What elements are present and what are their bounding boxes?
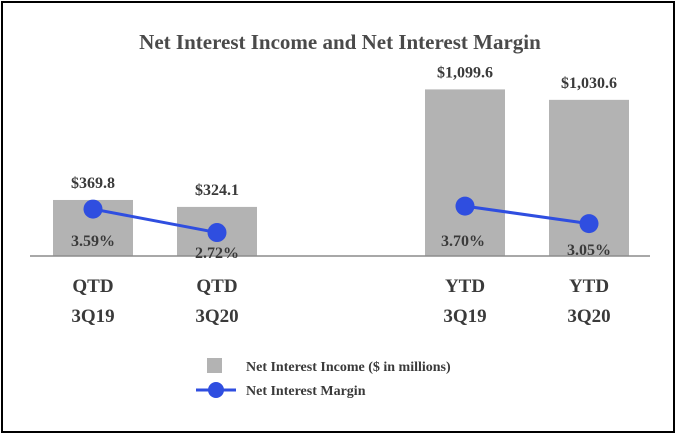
chart-title: Net Interest Income and Net Interest Mar…	[139, 30, 541, 54]
category-label: YTD	[445, 276, 485, 297]
margin-point	[83, 199, 103, 219]
margin-line	[92, 207, 218, 235]
margin-line	[464, 204, 590, 226]
margin-point	[579, 214, 599, 234]
category-label: 3Q20	[567, 306, 610, 327]
category-label: 3Q19	[71, 306, 114, 327]
margin-point	[207, 223, 227, 243]
category-label: QTD	[72, 276, 113, 297]
legend-swatch-marker	[208, 382, 224, 398]
legend-swatch-bar	[207, 358, 222, 373]
bar-value-label: $1,099.6	[437, 64, 493, 81]
legend-label-bar: Net Interest Income ($ in millions)	[246, 360, 451, 375]
category-label: 3Q19	[443, 306, 486, 327]
margin-value-label: 3.59%	[71, 233, 115, 250]
category-label: QTD	[196, 276, 237, 297]
margin-point	[455, 196, 475, 216]
category-label: YTD	[569, 276, 609, 297]
margin-value-label: 3.70%	[441, 233, 485, 250]
margin-value-label: 2.72%	[195, 245, 239, 262]
bar-value-label: $324.1	[195, 182, 239, 199]
bar-value-label: $1,030.6	[561, 75, 617, 92]
margin-value-label: 3.05%	[567, 242, 611, 259]
bar-value-label: $369.8	[71, 175, 115, 192]
legend-label-line: Net Interest Margin	[246, 384, 366, 399]
bar	[425, 89, 505, 256]
category-label: 3Q20	[195, 306, 238, 327]
